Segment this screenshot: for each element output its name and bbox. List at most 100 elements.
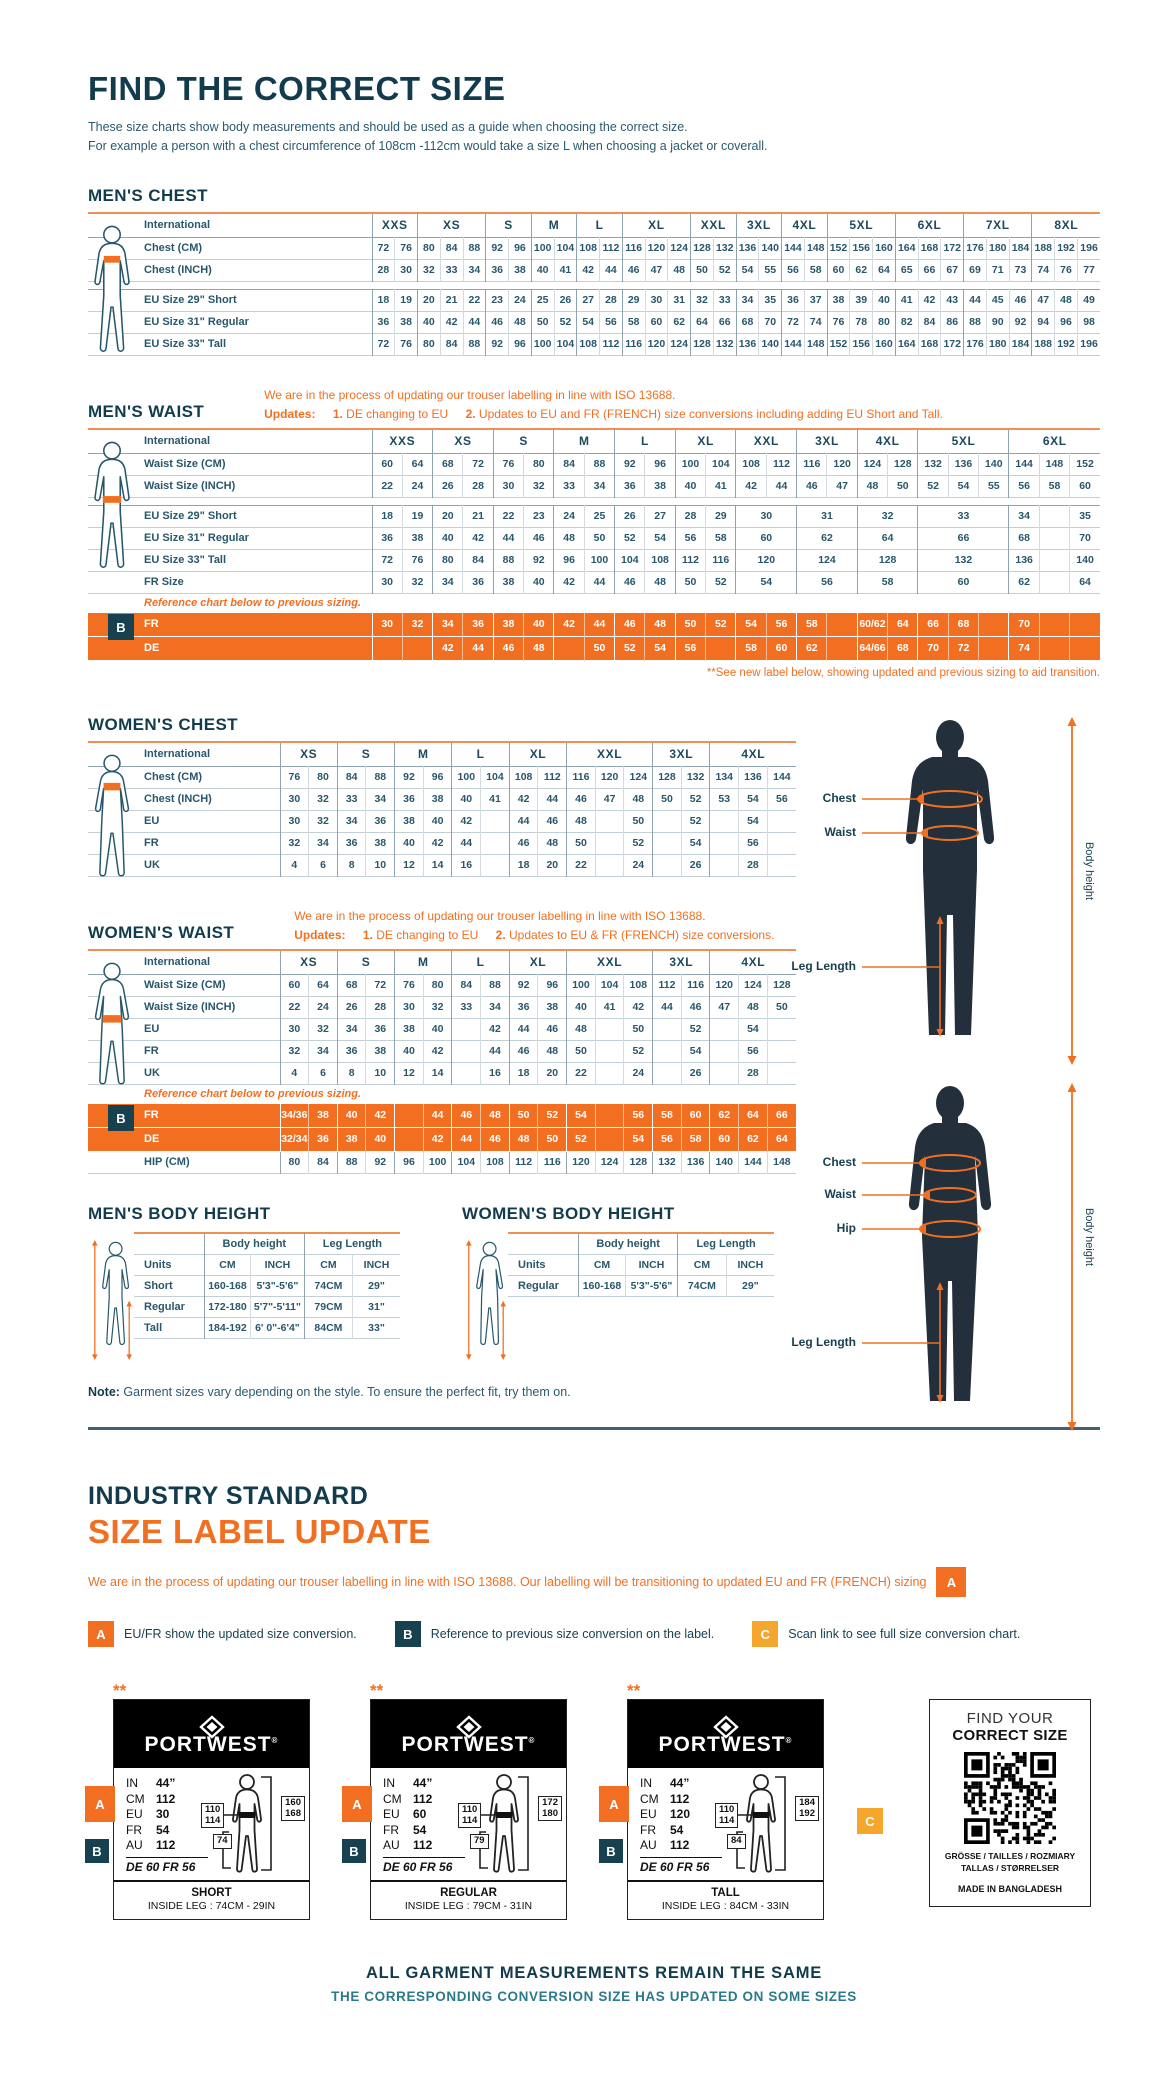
- body-height-row: MEN'S BODY HEIGHT Body height Leg Length U…: [88, 1204, 796, 1360]
- bh-value-cell: 84CM: [303, 1317, 353, 1339]
- size-value-cell: 66: [917, 259, 941, 282]
- size-value-cell: 38: [826, 289, 850, 312]
- size-label-cards: ** PORTWEST® IN 44” CM 112 EU 30 FR 54 AU 112 DE …: [85, 1681, 1100, 1920]
- size-value-cell: 60: [735, 527, 797, 550]
- size-value-cell: 40: [365, 1127, 395, 1152]
- size-value-cell: 46: [621, 259, 646, 282]
- size-value-cell: 148: [803, 333, 828, 356]
- size-value-cell: 140: [1069, 549, 1100, 572]
- size-value-cell: 40: [451, 788, 481, 811]
- update-note-line2: Updates: 1. DE changing to EU 2. Updates…: [294, 928, 775, 942]
- size-value-cell: 62: [709, 1104, 739, 1128]
- size-value-cell: 80: [308, 766, 338, 789]
- label-card-box: PORTWEST® IN 44” CM 112 EU 30 FR 54 AU 112 DE 60 …: [113, 1699, 310, 1920]
- size-value-cell: 66: [917, 613, 949, 637]
- size-column-header: XS: [416, 213, 486, 238]
- size-value-cell: 32: [308, 810, 338, 833]
- size-value-cell: 54: [738, 1018, 768, 1041]
- fit-name: TALL: [711, 1887, 740, 1899]
- size-value-cell: 144: [766, 766, 796, 789]
- size-value-cell: 160: [872, 333, 896, 356]
- chest-label: Chest: [822, 791, 856, 805]
- size-value-cell: [1069, 613, 1100, 637]
- size-value-cell: 156: [849, 237, 873, 260]
- size-value-cell: 112: [599, 333, 623, 356]
- size-value-cell: 34: [432, 613, 463, 637]
- size-value-cell: 68: [887, 636, 918, 661]
- size-value-cell: 50: [566, 832, 596, 855]
- measure-row: FR 54: [640, 1822, 684, 1837]
- measure-row: AU 112: [383, 1838, 433, 1852]
- womens-waist-table-wrap: International XS S M L XL XXL 3XL 4XL Waist Size …: [88, 949, 796, 1174]
- size-value-cell: 60: [680, 1104, 710, 1128]
- size-value-cell: 84: [439, 237, 463, 260]
- bh-group-header: Leg Length: [677, 1233, 774, 1255]
- table-row: Chest (INCH) 30 32 33 34 36 38 40 41 42 44 46 47 48 50…: [88, 788, 796, 811]
- label-card-body: IN 44” CM 112 EU 30 FR 54 AU 112 DE 60 FR 56 110 1…: [114, 1768, 309, 1880]
- table-row: EU Size 31" Regular 36 38 40 42 44 46 48 50 52 54 5…: [88, 527, 1100, 550]
- table-row: FR 34/36 38 40 42 44 46 48 50 52 54 56 58 60 62 64 66: [88, 1104, 796, 1128]
- bh-value-cell: 74CM: [677, 1275, 727, 1297]
- size-value-cell: 108: [576, 237, 600, 260]
- size-value-cell: 88: [963, 311, 987, 334]
- size-value-cell: 26: [553, 289, 577, 312]
- size-value-cell: 124: [796, 549, 858, 572]
- bh-unit-cell: INCH: [352, 1254, 400, 1276]
- row-label: Waist Size (INCH): [144, 480, 236, 492]
- size-value-cell: 48: [738, 996, 768, 1019]
- size-value-cell: 36: [485, 259, 509, 282]
- size-value-cell: 36: [365, 810, 395, 833]
- size-value-cell: 52: [614, 636, 645, 661]
- size-value-cell: 30: [394, 259, 418, 282]
- size-value-cell: 64: [1069, 571, 1100, 594]
- size-value-cell: 33: [712, 289, 737, 312]
- size-value-cell: 50: [583, 636, 615, 661]
- size-value-cell: 62: [796, 527, 858, 550]
- male-measurement-diagram: Chest Waist Leg Length Body height: [790, 715, 1110, 1067]
- bh-group-row: Body height Leg Length: [508, 1233, 774, 1255]
- size-value-cell: 108: [576, 333, 600, 356]
- size-value-cell: 26: [680, 854, 710, 877]
- size-value-cell: [978, 636, 1009, 661]
- size-column-header: 4XL: [709, 742, 796, 767]
- size-column-header: S: [336, 950, 395, 975]
- size-value-cell: 104: [553, 237, 577, 260]
- size-value-cell: 44: [537, 788, 567, 811]
- size-value-cell: 32: [401, 571, 433, 594]
- size-value-cell: 116: [621, 237, 646, 260]
- size-value-cell: 36: [781, 289, 805, 312]
- size-value-cell: 124: [594, 1151, 624, 1174]
- size-value-cell: 80: [279, 1151, 309, 1174]
- table-row: Waist Size (CM) 60 64 68 72 76 80 84 88 92 96 100 10…: [88, 974, 796, 997]
- bh-data-row: Short 160-168 5'3"-5'6" 74CM 29": [134, 1275, 400, 1297]
- size-value-cell: 120: [566, 1151, 596, 1174]
- portwest-diamond-icon: [712, 1714, 739, 1739]
- size-value-cell: 100: [451, 766, 481, 789]
- size-value-cell: 54: [947, 475, 979, 498]
- row-label: HIP (CM): [144, 1156, 190, 1168]
- size-value-cell: 34: [583, 475, 615, 498]
- size-value-cell: 22: [371, 475, 403, 498]
- size-value-cell: 62: [667, 311, 691, 334]
- size-value-cell: 25: [583, 505, 615, 528]
- table-row: [88, 498, 1100, 506]
- qr-title-1: FIND YOUR: [966, 1710, 1054, 1727]
- womens-body-height-section: WOMEN'S BODY HEIGHT Body height Leg Lengt…: [462, 1204, 774, 1360]
- mens-waist-footnote: **See new label below, showing updated a…: [706, 667, 1100, 679]
- size-value-cell: 30: [644, 289, 668, 312]
- size-value-cell: [826, 636, 858, 661]
- inside-leg: INSIDE LEG : 84CM - 33IN: [661, 1900, 790, 1912]
- size-column-header: 5XL: [826, 213, 896, 238]
- size-value-cell: 84: [451, 974, 481, 997]
- size-value-cell: [826, 613, 858, 637]
- leg-measure-box: 79: [470, 1834, 489, 1849]
- size-value-cell: 58: [1038, 475, 1070, 498]
- size-column-header: XL: [621, 213, 691, 238]
- row-label: EU: [144, 1023, 160, 1035]
- size-value-cell: 72: [462, 453, 494, 476]
- size-label-card: ** PORTWEST® IN 44” CM 112 EU 60 FR 54 AU 112 DE …: [342, 1681, 567, 1920]
- size-value-cell: 47: [594, 788, 624, 811]
- measure-row: CM 112: [383, 1791, 433, 1806]
- size-value-cell: [766, 1018, 796, 1041]
- table-row: Chest (INCH) 28 30 32 33 34 36 38 40 41 42 44 46 47 48…: [88, 259, 1101, 282]
